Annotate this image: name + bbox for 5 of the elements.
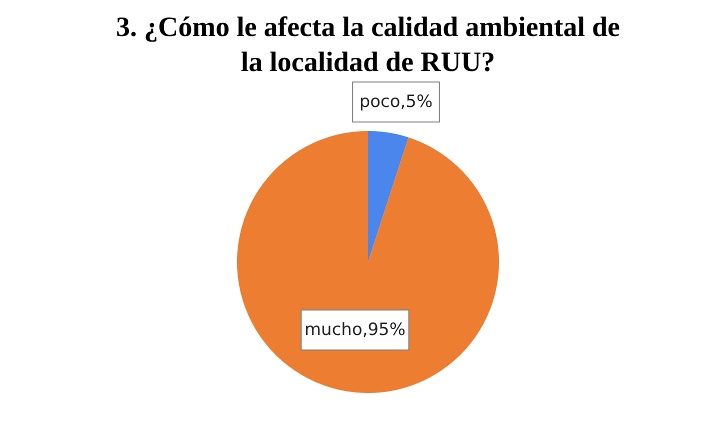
- pie-slice: [237, 131, 499, 393]
- slice-label: poco,5%: [359, 92, 433, 112]
- pie-slice: [368, 131, 408, 262]
- chart-title: 3. ¿Cómo le afecta la calidad ambiental de la localidad de RUU?: [116, 12, 620, 78]
- slice-label: mucho,95%: [304, 320, 406, 340]
